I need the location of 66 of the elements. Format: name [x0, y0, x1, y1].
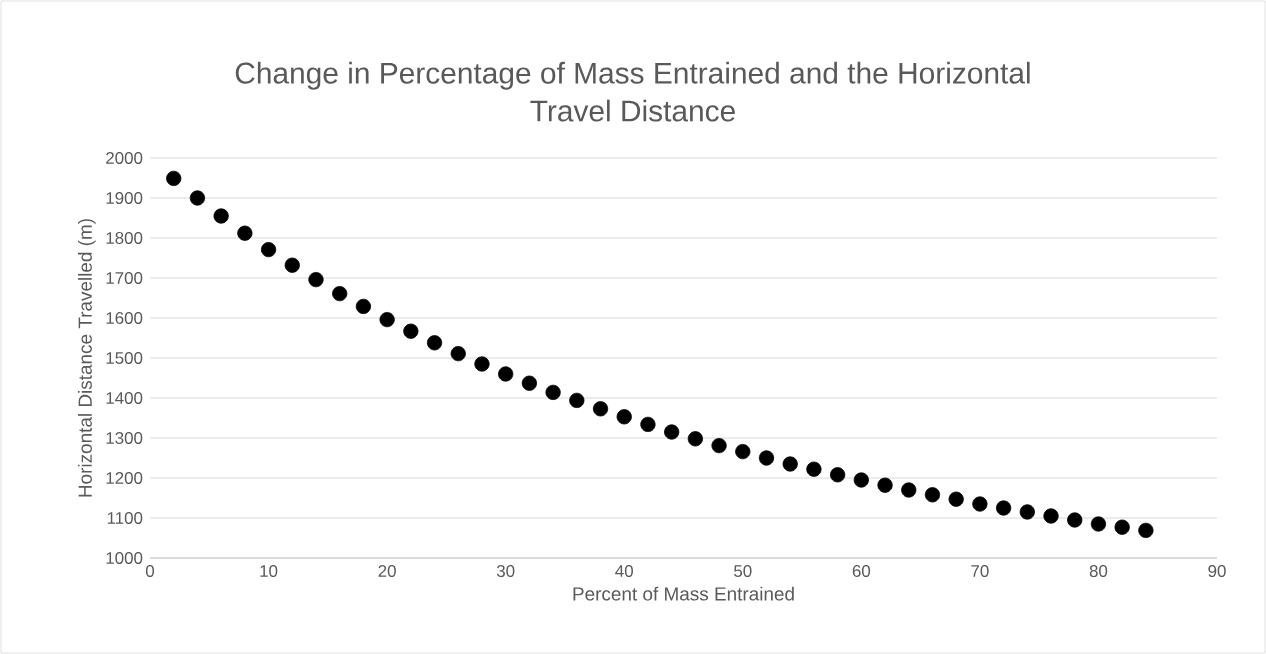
point — [403, 323, 419, 339]
point — [735, 444, 751, 460]
point — [1019, 504, 1035, 520]
x-tick-label: 80 — [1089, 565, 1108, 578]
point — [498, 366, 514, 382]
point — [687, 431, 703, 447]
point — [1043, 508, 1059, 524]
y-tick-label: 1900 — [106, 192, 143, 204]
y-tick-label: 1500 — [106, 352, 143, 364]
point — [260, 242, 277, 258]
point — [711, 438, 727, 454]
x-tick-label: 90 — [1208, 565, 1226, 578]
point — [521, 375, 537, 391]
y-tick-label: 1000 — [106, 552, 143, 564]
point — [901, 482, 917, 498]
point — [782, 456, 798, 472]
point — [213, 208, 229, 224]
point — [996, 500, 1012, 516]
point — [1114, 519, 1130, 535]
x-tick-label: 60 — [852, 565, 871, 578]
y-tick-label: 1800 — [106, 232, 143, 244]
point — [948, 491, 964, 507]
point — [450, 346, 466, 362]
point — [758, 450, 775, 466]
point — [189, 190, 206, 206]
point — [1090, 516, 1107, 532]
x-tick-label: 70 — [971, 565, 989, 578]
point — [592, 401, 609, 417]
point — [355, 298, 372, 314]
x-tick-label: 50 — [734, 565, 752, 578]
y-tick-label: 1400 — [106, 392, 143, 404]
point — [569, 392, 585, 408]
y-tick-label: 1300 — [106, 432, 143, 444]
point — [426, 335, 443, 351]
x-tick-label: 10 — [260, 565, 278, 578]
x-tick-label: 0 — [145, 565, 155, 578]
x-axis-title: Percent of Mass Entrained — [573, 586, 794, 601]
point — [1067, 512, 1083, 528]
point — [545, 384, 561, 400]
point — [664, 424, 680, 440]
x-tick-label: 40 — [615, 565, 633, 578]
point — [1138, 522, 1154, 538]
point — [616, 409, 632, 425]
y-tick-label: 1700 — [106, 272, 143, 284]
point — [379, 312, 395, 328]
point — [308, 272, 324, 288]
point — [972, 496, 988, 512]
point — [877, 477, 893, 493]
y-axis-title: Horizontal Distance Travelled (m) — [77, 219, 96, 497]
point — [474, 356, 490, 372]
x-tick-label: 30 — [496, 565, 515, 578]
y-tick-label: 1200 — [106, 472, 143, 484]
point — [284, 257, 300, 273]
y-tick-label: 2000 — [106, 152, 143, 164]
point — [806, 461, 822, 477]
point — [830, 467, 846, 483]
y-tick-label: 1600 — [106, 312, 143, 324]
point — [332, 286, 348, 302]
y-tick-label: 1100 — [107, 512, 143, 524]
x-tick-label: 20 — [378, 565, 396, 578]
point — [237, 225, 253, 241]
point — [166, 170, 182, 186]
point — [924, 487, 941, 503]
chart-title: Change in Percentage of Mass Entrained and the Horizontal Travel Distance — [235, 61, 1030, 122]
point — [640, 416, 656, 432]
point — [853, 472, 869, 488]
